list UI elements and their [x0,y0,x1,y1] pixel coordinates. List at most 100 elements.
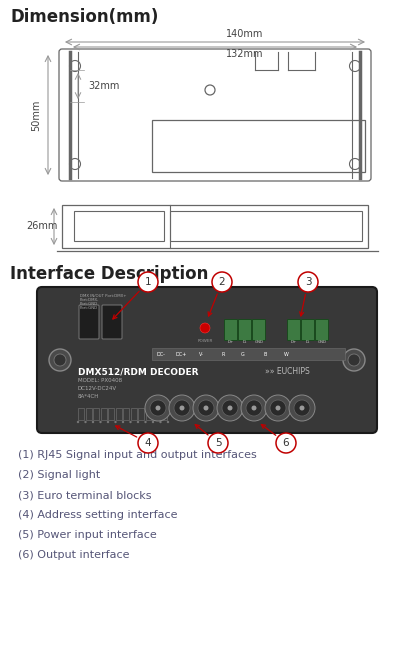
Circle shape [212,272,232,292]
Circle shape [276,433,296,453]
Bar [152,348,345,360]
Circle shape [348,354,360,366]
Circle shape [114,421,117,423]
Circle shape [300,405,304,411]
Text: MODEL: PX0408: MODEL: PX0408 [78,378,122,383]
Circle shape [122,421,124,423]
FancyBboxPatch shape [238,320,252,340]
Circle shape [289,395,315,421]
Text: (4) Address setting interface: (4) Address setting interface [18,510,178,520]
Circle shape [169,395,195,421]
Text: R: R [221,352,225,356]
Bar [100,408,106,420]
Text: Interface Description: Interface Description [10,265,208,283]
Circle shape [138,272,158,292]
Circle shape [198,400,214,416]
Bar [138,408,144,420]
Circle shape [265,395,291,421]
FancyBboxPatch shape [302,320,314,340]
Bar [86,408,92,420]
Bar [123,408,129,420]
Bar [153,408,159,420]
Circle shape [137,421,139,423]
Circle shape [54,354,66,366]
Text: DC12V-DC24V: DC12V-DC24V [78,386,117,391]
Bar [74,211,164,241]
Circle shape [150,400,166,416]
Bar [93,408,99,420]
Circle shape [200,323,210,333]
Text: (3) Euro terminal blocks: (3) Euro terminal blocks [18,490,152,500]
Circle shape [228,405,232,411]
Text: D-: D- [306,340,310,344]
Circle shape [99,421,102,423]
Text: GND: GND [254,340,264,344]
FancyBboxPatch shape [252,320,266,340]
Circle shape [252,405,256,411]
Text: W: W [284,352,288,356]
Circle shape [167,421,169,423]
Bar [152,120,365,172]
FancyBboxPatch shape [288,320,300,340]
FancyBboxPatch shape [316,320,328,340]
Bar [78,408,84,420]
Circle shape [49,349,71,371]
Bar [146,408,152,420]
Text: Port:GND: Port:GND [80,306,98,310]
Circle shape [107,421,109,423]
Text: DC+: DC+ [175,352,187,356]
Circle shape [276,405,280,411]
Text: Port:GND: Port:GND [80,302,98,306]
Text: 1: 1 [145,277,151,287]
Bar [160,408,166,420]
Text: GND: GND [318,340,326,344]
Text: 50mm: 50mm [31,99,41,131]
Circle shape [222,400,238,416]
Circle shape [84,421,87,423]
Text: 26mm: 26mm [26,221,58,231]
Circle shape [129,421,132,423]
FancyBboxPatch shape [224,320,238,340]
Bar [62,205,368,248]
Text: (2) Signal light: (2) Signal light [18,470,100,480]
Text: (1) RJ45 Signal input and output interfaces: (1) RJ45 Signal input and output interfa… [18,450,257,460]
Circle shape [294,400,310,416]
Text: V-: V- [198,352,204,356]
Circle shape [204,405,208,411]
Circle shape [152,421,154,423]
Text: (6) Output interface: (6) Output interface [18,550,130,560]
Bar [108,408,114,420]
Text: Port:DMX-: Port:DMX- [80,298,99,302]
Bar [116,408,122,420]
Circle shape [241,395,267,421]
Circle shape [145,395,171,421]
Circle shape [246,400,262,416]
Circle shape [144,421,147,423]
Text: 6: 6 [283,438,289,448]
FancyBboxPatch shape [102,305,122,339]
Text: 140mm: 140mm [226,29,264,39]
Text: DMX IN/OUT Port:DMX+: DMX IN/OUT Port:DMX+ [80,294,126,298]
Text: POWER: POWER [197,339,213,343]
Text: B: B [263,352,267,356]
Circle shape [208,433,228,453]
Circle shape [138,433,158,453]
Text: 4: 4 [145,438,151,448]
Bar [130,408,136,420]
Circle shape [298,272,318,292]
Text: D-: D- [243,340,247,344]
Circle shape [180,405,184,411]
Circle shape [159,421,162,423]
Text: 132mm: 132mm [226,49,264,59]
Text: G: G [241,352,245,356]
Circle shape [217,395,243,421]
Text: D+: D+ [291,340,297,344]
Text: »» EUCHIPS: »» EUCHIPS [265,368,310,377]
FancyBboxPatch shape [37,287,377,433]
Text: D+: D+ [228,340,234,344]
Circle shape [270,400,286,416]
Text: 5: 5 [215,438,221,448]
Circle shape [92,421,94,423]
Text: 32mm: 32mm [88,81,119,91]
Circle shape [174,400,190,416]
